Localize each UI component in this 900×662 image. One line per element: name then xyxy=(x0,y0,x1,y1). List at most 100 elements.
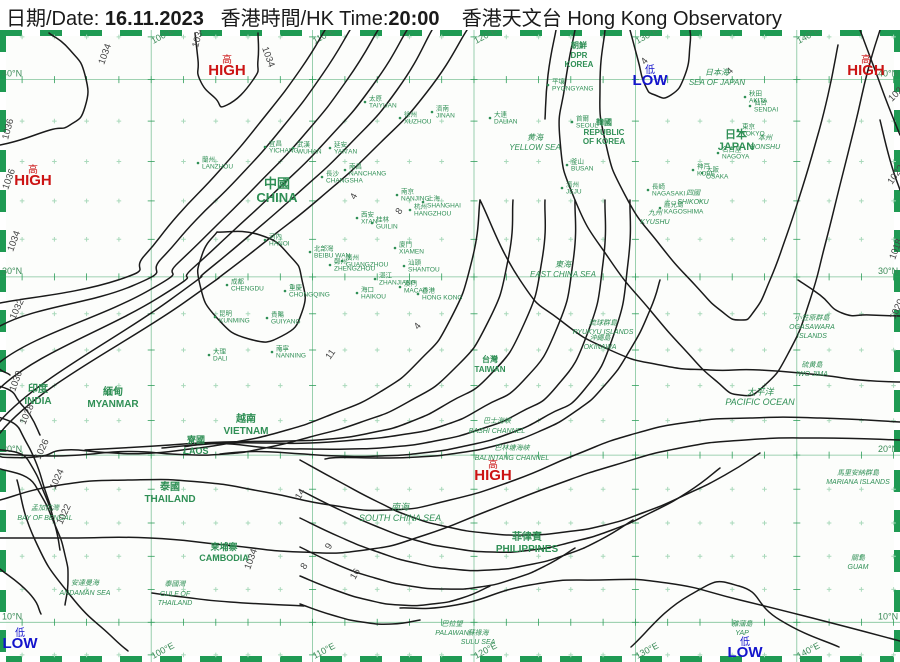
svg-text:HIGH: HIGH xyxy=(208,62,246,79)
svg-text:8: 8 xyxy=(298,561,310,572)
svg-text:1026: 1026 xyxy=(33,437,52,461)
svg-text:ANDAMAN SEA: ANDAMAN SEA xyxy=(59,590,111,597)
svg-text:CAMBODIA: CAMBODIA xyxy=(199,553,249,563)
svg-text:JEJU: JEJU xyxy=(566,189,582,196)
svg-text:孟加拉灣: 孟加拉灣 xyxy=(31,504,60,512)
svg-text:ISLANDS: ISLANDS xyxy=(797,333,827,340)
svg-text:BUSAN: BUSAN xyxy=(571,166,594,173)
svg-text:GULF OF: GULF OF xyxy=(160,591,191,598)
svg-text:OSAKA: OSAKA xyxy=(706,174,729,181)
svg-text:OF KOREA: OF KOREA xyxy=(583,137,625,146)
svg-text:緬甸: 緬甸 xyxy=(103,385,123,398)
svg-text:長崎: 長崎 xyxy=(652,182,666,191)
svg-text:1020: 1020 xyxy=(888,297,900,321)
svg-text:KOREA: KOREA xyxy=(565,60,594,69)
svg-text:越南: 越南 xyxy=(235,412,256,425)
svg-text:GUILIN: GUILIN xyxy=(376,224,398,231)
svg-text:HANOI: HANOI xyxy=(269,241,290,248)
svg-text:巴士海峽: 巴士海峽 xyxy=(483,417,512,425)
svg-text:DALI: DALI xyxy=(213,356,228,363)
svg-text:巴拉望: 巴拉望 xyxy=(442,620,464,628)
svg-text:OGASAWARA: OGASAWARA xyxy=(789,324,835,331)
svg-text:CHENGDU: CHENGDU xyxy=(231,286,264,293)
svg-text:DPR: DPR xyxy=(571,51,588,60)
svg-text:KYUSHU: KYUSHU xyxy=(640,219,670,226)
svg-text:武漢: 武漢 xyxy=(297,140,311,149)
svg-text:BALINTANG CHANNEL: BALINTANG CHANNEL xyxy=(475,455,550,462)
svg-text:CHINA: CHINA xyxy=(256,190,298,205)
svg-text:ZHENGZHOU: ZHENGZHOU xyxy=(334,266,375,273)
svg-text:10°N: 10°N xyxy=(2,611,22,621)
svg-text:20°N: 20°N xyxy=(878,444,898,454)
svg-text:1034: 1034 xyxy=(5,229,23,253)
svg-text:PALAWAN: PALAWAN xyxy=(435,630,469,637)
svg-text:1034: 1034 xyxy=(96,42,114,66)
svg-text:8: 8 xyxy=(393,206,405,217)
svg-text:西安: 西安 xyxy=(361,210,375,219)
svg-text:TOKYO: TOKYO xyxy=(742,131,765,138)
svg-text:澳門: 澳門 xyxy=(404,279,417,288)
svg-text:泰國灣: 泰國灣 xyxy=(165,580,187,588)
svg-text:首爾: 首爾 xyxy=(576,114,590,123)
svg-text:桂林: 桂林 xyxy=(376,215,390,224)
svg-text:九州: 九州 xyxy=(648,209,663,217)
svg-text:KUNMING: KUNMING xyxy=(219,318,250,325)
svg-text:1034: 1034 xyxy=(259,45,277,69)
svg-text:PYONGYANG: PYONGYANG xyxy=(552,86,593,93)
svg-text:YAP: YAP xyxy=(735,630,749,637)
svg-text:延安: 延安 xyxy=(334,140,348,149)
svg-text:4: 4 xyxy=(348,191,360,201)
svg-text:NANJING: NANJING xyxy=(401,196,430,203)
svg-text:濟州: 濟州 xyxy=(566,180,579,189)
svg-text:杭州: 杭州 xyxy=(414,202,427,211)
svg-text:NANCHANG: NANCHANG xyxy=(349,171,386,178)
svg-text:重慶: 重慶 xyxy=(289,283,303,292)
svg-text:蘇祿海: 蘇祿海 xyxy=(468,629,490,637)
svg-text:14: 14 xyxy=(293,487,308,502)
svg-text:1030: 1030 xyxy=(7,369,25,393)
svg-text:HONSHU: HONSHU xyxy=(750,144,781,151)
svg-text:日本海: 日本海 xyxy=(705,68,730,77)
svg-text:YELLOW SEA: YELLOW SEA xyxy=(509,143,561,152)
svg-text:KAGOSHIMA: KAGOSHIMA xyxy=(664,209,704,216)
svg-text:TAIWAN: TAIWAN xyxy=(475,365,506,374)
svg-text:巴林塘海峽: 巴林塘海峽 xyxy=(495,444,531,452)
svg-text:釜山: 釜山 xyxy=(571,157,584,166)
svg-text:LOW: LOW xyxy=(728,644,764,661)
svg-text:PACIFIC OCEAN: PACIFIC OCEAN xyxy=(725,397,795,407)
svg-text:IWO JIMA: IWO JIMA xyxy=(796,371,828,378)
svg-text:海口: 海口 xyxy=(361,285,374,294)
svg-text:宜昌: 宜昌 xyxy=(269,139,282,148)
svg-text:湛江: 湛江 xyxy=(379,272,393,280)
svg-text:YAN'AN: YAN'AN xyxy=(334,149,357,156)
svg-text:汕頭: 汕頭 xyxy=(408,258,422,267)
svg-text:雅蒲島: 雅蒲島 xyxy=(732,620,754,628)
svg-text:南寧: 南寧 xyxy=(276,344,290,353)
svg-text:大理: 大理 xyxy=(213,347,227,356)
svg-text:北部灣: 北部灣 xyxy=(314,244,334,253)
svg-text:JINAN: JINAN xyxy=(436,113,455,120)
svg-text:BEIBU WAN: BEIBU WAN xyxy=(314,253,351,260)
svg-text:泰國: 泰國 xyxy=(159,480,180,493)
svg-text:HONG KONG: HONG KONG xyxy=(422,295,462,302)
svg-text:CHONGQING: CHONGQING xyxy=(289,292,330,299)
svg-text:9: 9 xyxy=(323,541,335,551)
svg-text:BASHI CHANNEL: BASHI CHANNEL xyxy=(469,428,526,435)
svg-text:朝鮮: 朝鮮 xyxy=(571,40,587,50)
svg-text:OKINAWA: OKINAWA xyxy=(584,344,617,351)
svg-text:長沙: 長沙 xyxy=(326,170,340,178)
svg-text:SHANGHAI: SHANGHAI xyxy=(427,203,461,210)
svg-text:SENDAI: SENDAI xyxy=(754,107,778,114)
svg-text:MACAO: MACAO xyxy=(404,288,428,295)
svg-text:黄海: 黄海 xyxy=(527,133,544,142)
svg-text:河內: 河內 xyxy=(269,232,282,241)
svg-text:SOUTH CHINA SEA: SOUTH CHINA SEA xyxy=(359,513,441,523)
svg-text:成都: 成都 xyxy=(231,277,245,286)
svg-text:30°N: 30°N xyxy=(2,266,22,276)
svg-text:CHANGSHA: CHANGSHA xyxy=(326,178,364,185)
svg-text:南海: 南海 xyxy=(391,502,411,512)
svg-text:濟南: 濟南 xyxy=(436,104,450,113)
svg-text:INDIA: INDIA xyxy=(24,396,51,407)
svg-text:徐州: 徐州 xyxy=(404,110,417,119)
svg-text:1018: 1018 xyxy=(887,237,900,261)
